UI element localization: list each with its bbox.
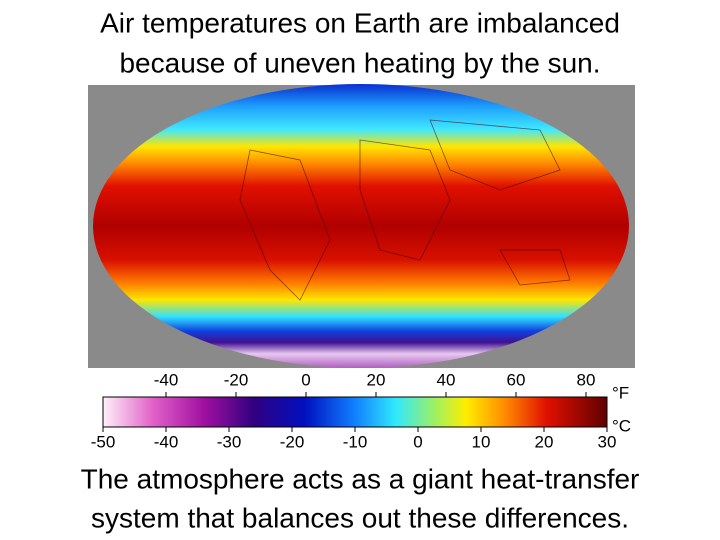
celsius-tick-label: -10 [343,432,368,451]
caption: The atmosphere acts as a giant heat-tran… [81,463,640,533]
title-line: because of uneven heating by the sun. [119,47,600,78]
title: Air temperatures on Earth are imbalanced… [100,7,620,78]
caption-line: system that balances out these differenc… [91,502,629,533]
fahrenheit-tick-label: 40 [437,370,456,389]
celsius-tick-label: 0 [413,432,422,451]
celsius-tick-label: -20 [280,432,305,451]
celsius-tick-label: -40 [154,432,179,451]
fahrenheit-tick-label: 60 [507,370,526,389]
celsius-tick-label: -30 [217,432,242,451]
fahrenheit-tick-label: 20 [367,370,386,389]
fahrenheit-tick-label: -20 [224,370,249,389]
celsius-tick-label: 10 [472,432,491,451]
celsius-tick-label: 30 [598,432,617,451]
colorbar: °F °C -50 -40 -30 -20 -10 0 10 20 30 -40 -20 0 20 40 6… [91,370,631,451]
unit-label: °C [612,416,631,435]
map-globe [93,84,629,368]
celsius-tick-label: 20 [535,432,554,451]
unit-label: °F [612,383,629,402]
fahrenheit-tick-label: 80 [577,370,596,389]
fahrenheit-tick-label: 0 [301,370,310,389]
colorbar-scale [102,396,608,428]
temperature-map [88,84,635,368]
coastlines [239,119,571,301]
caption-line: The atmosphere acts as a giant heat-tran… [81,463,640,494]
celsius-tick-label: -50 [91,432,116,451]
title-line: Air temperatures on Earth are imbalanced [100,7,620,38]
fahrenheit-tick-label: -40 [154,370,179,389]
